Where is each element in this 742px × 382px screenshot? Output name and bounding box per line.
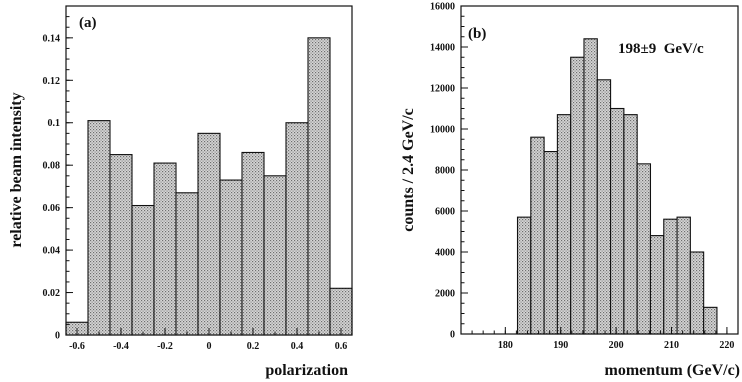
x-tick-label-a: 0.4 xyxy=(291,341,304,352)
histogram-bar-a xyxy=(307,37,331,336)
y-tick-label-b: 6000 xyxy=(435,207,455,218)
histogram-bar-b xyxy=(703,306,718,335)
x-tick-label-a: 0.6 xyxy=(335,341,348,352)
ticks-a: -0.6 -0.4 -0.2 0 0.2 0.4 0.6 0 0.02 0.04 0.06 0.08 0… xyxy=(43,5,353,352)
x-axis-label-a: polarization xyxy=(265,362,348,379)
bars-b xyxy=(516,38,718,335)
histogram-bar-b xyxy=(543,151,558,335)
x-tick-label-a: -0.4 xyxy=(113,341,129,352)
momentum-annotation: 198±9 GeV/c xyxy=(618,41,704,57)
x-tick-label-b: 220 xyxy=(719,340,734,351)
histogram-bar-b xyxy=(649,235,665,335)
y-axis-label-a: relative beam intensity xyxy=(8,92,25,247)
x-tick-label-b: 190 xyxy=(553,340,568,351)
panel-label-a: (a) xyxy=(79,15,97,31)
histogram-bar-b xyxy=(676,216,691,335)
histogram-bar-a xyxy=(263,175,287,336)
bars-a xyxy=(65,37,353,336)
panel-label-b: (b) xyxy=(468,26,486,42)
histogram-bar-b xyxy=(689,251,705,335)
histogram-bar-a xyxy=(175,192,199,336)
x-tick-label-b: 180 xyxy=(498,340,513,351)
y-tick-label-b: 8000 xyxy=(435,166,455,177)
y-tick-label-a: 0.12 xyxy=(43,76,61,87)
histogram-bar-b xyxy=(623,114,638,335)
y-tick-label-a: 0.06 xyxy=(43,203,61,214)
x-tick-label-a: 0 xyxy=(207,341,212,352)
histogram-bar-b xyxy=(570,56,585,335)
x-tick-label-b: 210 xyxy=(664,340,679,351)
x-tick-label-a: 0.2 xyxy=(247,341,260,352)
y-tick-label-b: 16000 xyxy=(430,2,455,13)
histogram-bar-b xyxy=(516,216,532,335)
x-tick-label-a: -0.2 xyxy=(157,341,173,352)
y-tick-label-b: 14000 xyxy=(430,43,455,54)
y-tick-label-a: 0 xyxy=(55,331,60,342)
y-tick-label-a: 0.04 xyxy=(43,246,61,257)
y-tick-label-a: 0.14 xyxy=(43,33,61,44)
histogram-bar-a xyxy=(241,151,265,336)
y-tick-label-a: 0.1 xyxy=(48,118,61,129)
x-tick-label-a: -0.6 xyxy=(69,341,85,352)
histogram-bar-a xyxy=(131,204,155,336)
y-tick-label-b: 0 xyxy=(450,330,455,341)
x-tick-label-b: 200 xyxy=(609,340,624,351)
histogram-bar-b xyxy=(663,218,678,335)
histogram-bar-a xyxy=(285,122,309,336)
histogram-bar-a xyxy=(219,179,243,336)
y-tick-label-a: 0.08 xyxy=(43,161,61,172)
histogram-panel-b: 180 190 200 210 220 0 2000 4000 6000 8000 10000 120… xyxy=(400,2,740,380)
y-tick-label-b: 12000 xyxy=(430,84,455,95)
ticks-b: 180 190 200 210 220 0 2000 4000 6000 8000 10000 120… xyxy=(430,2,739,351)
y-tick-label-b: 4000 xyxy=(435,248,455,259)
histogram-panel-a: -0.6 -0.4 -0.2 0 0.2 0.4 0.6 0 0.02 0.04 0.06 0.08 0… xyxy=(8,5,353,379)
histogram-bar-a xyxy=(153,162,177,336)
histogram-bar-a xyxy=(109,154,133,336)
histogram-bar-b xyxy=(636,163,652,335)
histogram-bar-a xyxy=(329,287,353,336)
y-axis-label-b: counts / 2.4 GeV/c xyxy=(400,108,417,232)
histogram-bar-a xyxy=(197,132,221,336)
y-tick-label-a: 0.02 xyxy=(43,288,61,299)
y-tick-label-b: 10000 xyxy=(430,125,455,136)
x-axis-label-b: momentum (GeV/c) xyxy=(604,362,740,379)
histogram-bar-b xyxy=(583,38,598,335)
histogram-bar-b xyxy=(610,107,625,335)
histogram-bar-b xyxy=(596,79,612,335)
histogram-bar-a xyxy=(87,120,111,336)
histogram-bar-b xyxy=(556,114,572,335)
histogram-bar-b xyxy=(530,136,545,335)
y-tick-label-b: 2000 xyxy=(435,289,455,300)
